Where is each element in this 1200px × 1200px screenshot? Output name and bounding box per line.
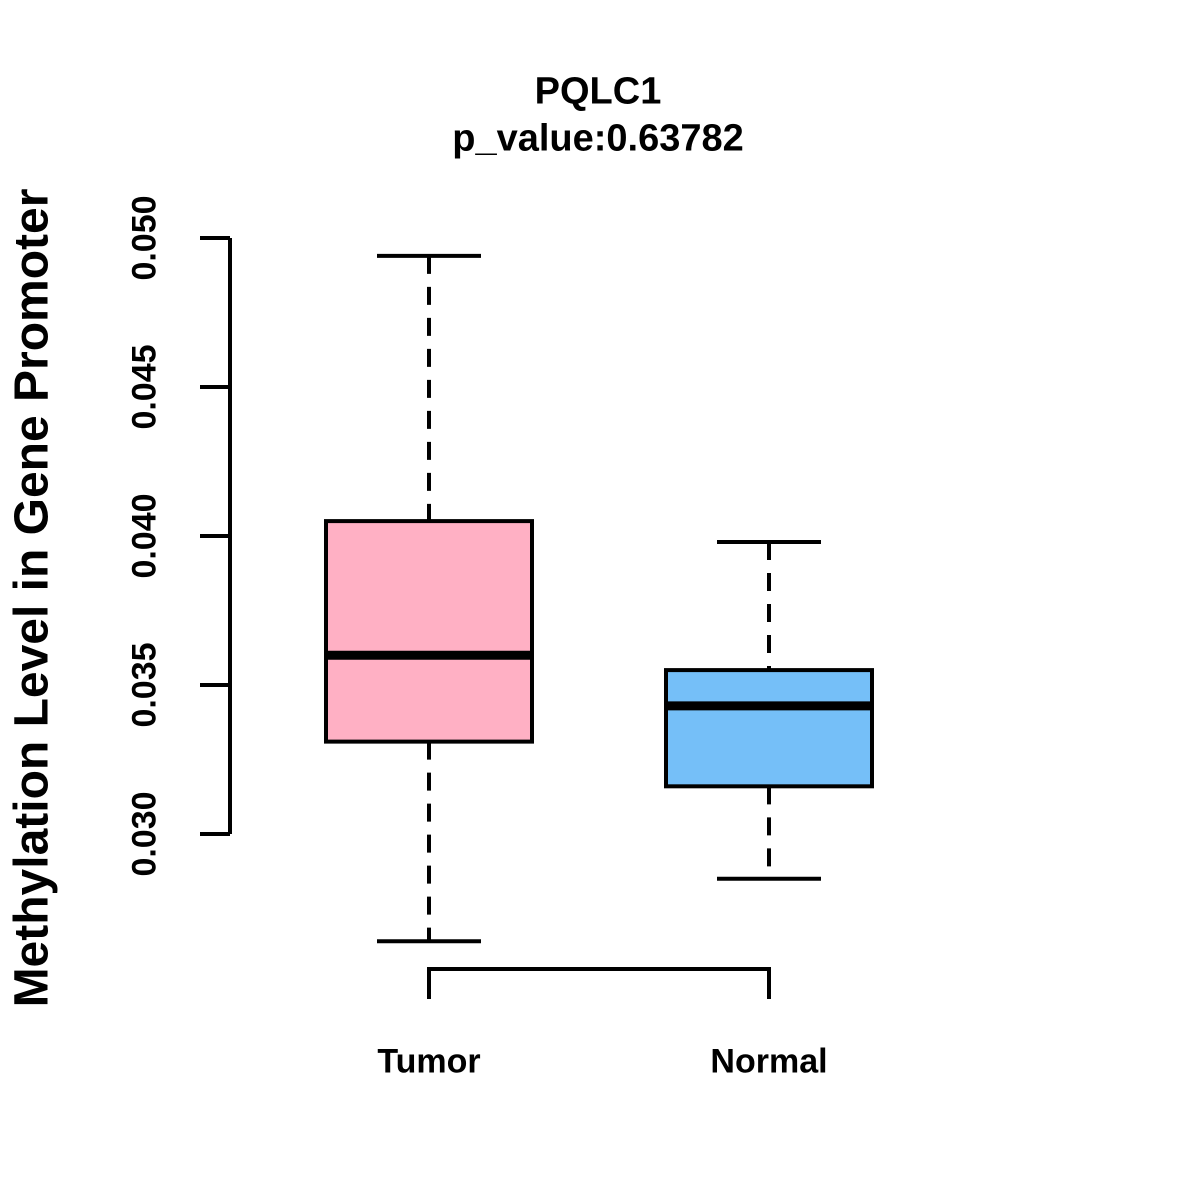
x-tick-label-normal: Normal — [710, 1042, 828, 1081]
normal-box — [664, 668, 874, 789]
y-tick-label: 0.050 — [125, 195, 164, 281]
chart-title: PQLC1 — [534, 70, 662, 113]
y-tick-label: 0.035 — [125, 642, 164, 728]
chart-subtitle-pvalue: p_value:0.63782 — [452, 117, 744, 160]
tumor-box — [324, 519, 534, 744]
y-tick-label: 0.030 — [125, 791, 164, 877]
y-tick-label: 0.045 — [125, 344, 164, 430]
y-tick-label: 0.040 — [125, 493, 164, 579]
x-tick-label-tumor: Tumor — [377, 1042, 481, 1081]
x-axis-bracket — [427, 967, 771, 999]
